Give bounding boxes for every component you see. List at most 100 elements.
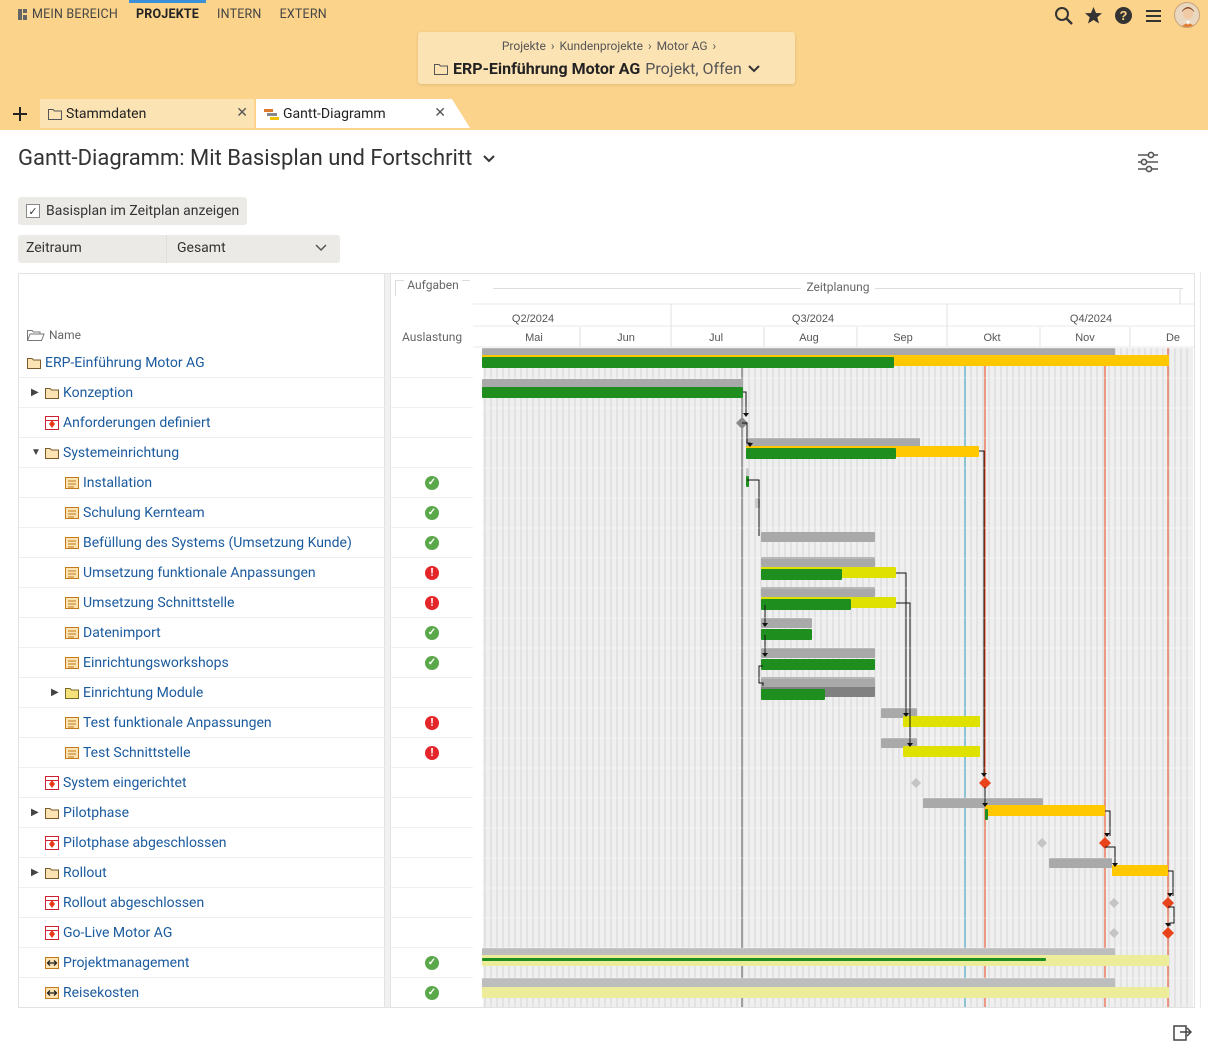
row-label[interactable]: Go-Live Motor AG: [63, 924, 173, 941]
zeitraum-select[interactable]: Zeitraum Gesamt: [18, 235, 340, 263]
table-row[interactable]: Pilotphase abgeschlossen: [19, 828, 384, 858]
row-label[interactable]: Umsetzung funktionale Anpassungen: [83, 564, 316, 581]
table-row[interactable]: ERP-Einführung Motor AG: [19, 348, 384, 378]
table-row[interactable]: Projektmanagement: [19, 948, 384, 978]
row-label[interactable]: Test funktionale Anpassungen: [83, 714, 272, 731]
menu-icon[interactable]: [1144, 6, 1163, 25]
table-row[interactable]: ▶ Pilotphase: [19, 798, 384, 828]
table-row[interactable]: Test Schnittstelle: [19, 738, 384, 768]
row-label[interactable]: Test Schnittstelle: [83, 744, 191, 761]
row-label[interactable]: Konzeption: [63, 384, 134, 401]
table-row[interactable]: Test funktionale Anpassungen: [19, 708, 384, 738]
status-ok-icon[interactable]: ✓: [425, 955, 439, 970]
expand-icon[interactable]: ▶: [51, 687, 59, 698]
row-label[interactable]: Einrichtung Module: [83, 684, 204, 701]
table-row[interactable]: ▶ Konzeption: [19, 378, 384, 408]
add-tab-button[interactable]: [0, 99, 40, 128]
status-ok-icon[interactable]: ✓: [425, 655, 439, 670]
breadcrumb-item[interactable]: Projekte: [501, 39, 546, 53]
gantt-grid: Name ERP-Einführung Motor AG ▶ Konzeption A…: [18, 273, 1195, 1008]
row-label[interactable]: Pilotphase abgeschlossen: [63, 834, 227, 851]
table-row[interactable]: System eingerichtet: [19, 768, 384, 798]
nav-mein-bereich[interactable]: MEIN BEREICH: [0, 0, 127, 30]
row-label[interactable]: System eingerichtet: [63, 774, 187, 791]
status-warning-icon[interactable]: !: [425, 595, 439, 610]
zeitraum-value[interactable]: Gesamt: [166, 235, 336, 263]
row-label[interactable]: ERP-Einführung Motor AG: [45, 354, 205, 371]
row-label[interactable]: Rollout abgeschlossen: [63, 894, 205, 911]
folder-icon: [434, 63, 448, 75]
status-ok-icon[interactable]: ✓: [425, 535, 439, 550]
export-icon[interactable]: [1172, 1022, 1193, 1042]
table-row[interactable]: Rollout abgeschlossen: [19, 888, 384, 918]
row-label[interactable]: Installation: [83, 474, 153, 491]
table-row[interactable]: Anforderungen definiert: [19, 408, 384, 438]
table-row[interactable]: ▶ Rollout: [19, 858, 384, 888]
expand-icon[interactable]: ▶: [31, 387, 39, 398]
expand-icon[interactable]: ▶: [31, 867, 39, 878]
row-label[interactable]: Datenimport: [83, 624, 161, 641]
chevron-down-icon: [483, 154, 495, 162]
status-warning-icon[interactable]: !: [425, 565, 439, 580]
table-row[interactable]: Go-Live Motor AG: [19, 918, 384, 948]
row-label[interactable]: Befüllung des Systems (Umsetzung Kunde): [83, 534, 352, 551]
status-warning-icon[interactable]: !: [425, 745, 439, 760]
name-header[interactable]: Name: [27, 328, 81, 342]
nav-extern[interactable]: EXTERN: [271, 0, 336, 30]
breadcrumb-item[interactable]: Kundenprojekte: [559, 39, 643, 53]
nav-projekte[interactable]: PROJEKTE: [127, 0, 208, 30]
row-label[interactable]: Rollout: [63, 864, 107, 881]
row-label[interactable]: Reisekosten: [63, 984, 140, 1001]
table-row[interactable]: Reisekosten: [19, 978, 384, 1007]
row-label[interactable]: Schulung Kernteam: [83, 504, 205, 521]
table-row[interactable]: Befüllung des Systems (Umsetzung Kunde): [19, 528, 384, 558]
avatar[interactable]: [1174, 2, 1200, 28]
arrow-head: [903, 713, 909, 717]
zeitplanung-header: Zeitplanung: [493, 280, 1183, 294]
close-icon[interactable]: ✕: [434, 105, 446, 121]
table-row[interactable]: ▼ Systemeinrichtung: [19, 438, 384, 468]
star-icon[interactable]: [1084, 6, 1103, 25]
auslastung-header[interactable]: Auslastung: [391, 330, 473, 344]
table-row[interactable]: Datenimport: [19, 618, 384, 648]
gantt-svg[interactable]: Q2/2024 Q3/2024 Q4/2024 Mai Jun Jul Aug Sep Okt N…: [473, 274, 1195, 1008]
status-ok-icon[interactable]: ✓: [425, 625, 439, 640]
table-row[interactable]: Schulung Kernteam: [19, 498, 384, 528]
row-label[interactable]: Pilotphase: [63, 804, 130, 821]
status-warning-icon[interactable]: !: [425, 715, 439, 730]
breadcrumb-item[interactable]: Motor AG: [656, 39, 708, 53]
help-icon[interactable]: ?: [1114, 6, 1133, 25]
vertical-scrollbar[interactable]: [1200, 272, 1208, 1008]
tab-gantt[interactable]: Gantt-Diagramm ✕: [256, 99, 470, 128]
row-label[interactable]: Umsetzung Schnittstelle: [83, 594, 235, 611]
page-title[interactable]: Gantt-Diagramm: Mit Basisplan und Fortsc…: [18, 146, 496, 171]
task-icon: [65, 507, 79, 519]
close-icon[interactable]: ✕: [236, 105, 248, 121]
collapse-icon[interactable]: ▼: [31, 447, 41, 458]
status-ok-icon[interactable]: ✓: [425, 985, 439, 1000]
nav-intern[interactable]: INTERN: [208, 0, 271, 30]
gantt-bar: [746, 448, 896, 459]
status-ok-icon[interactable]: ✓: [425, 475, 439, 490]
name-column: Name ERP-Einführung Motor AG ▶ Konzeption A…: [19, 274, 384, 1007]
row-label[interactable]: Projektmanagement: [63, 954, 190, 971]
checkbox-box[interactable]: ✓: [26, 204, 40, 218]
table-row[interactable]: Einrichtungsworkshops: [19, 648, 384, 678]
table-row[interactable]: Umsetzung funktionale Anpassungen: [19, 558, 384, 588]
table-row[interactable]: ▶ Einrichtung Module: [19, 678, 384, 708]
tab-stammdaten[interactable]: Stammdaten ✕: [40, 99, 254, 128]
row-label[interactable]: Einrichtungsworkshops: [83, 654, 229, 671]
table-row[interactable]: Installation: [19, 468, 384, 498]
table-row[interactable]: Umsetzung Schnittstelle: [19, 588, 384, 618]
settings-sliders-icon[interactable]: [1136, 150, 1160, 174]
project-title[interactable]: ERP-Einführung Motor AG Projekt, Offen: [434, 59, 761, 78]
search-icon[interactable]: [1054, 6, 1073, 25]
row-label[interactable]: Systemeinrichtung: [63, 444, 180, 461]
baseline-checkbox[interactable]: ✓ Basisplan im Zeitplan anzeigen: [18, 197, 247, 225]
expand-icon[interactable]: ▶: [31, 807, 39, 818]
row-label[interactable]: Anforderungen definiert: [63, 414, 211, 431]
gantt-bar: [482, 958, 1046, 961]
status-ok-icon[interactable]: ✓: [425, 505, 439, 520]
column-splitter[interactable]: [384, 274, 391, 1007]
dependency-arrow: [979, 450, 985, 776]
